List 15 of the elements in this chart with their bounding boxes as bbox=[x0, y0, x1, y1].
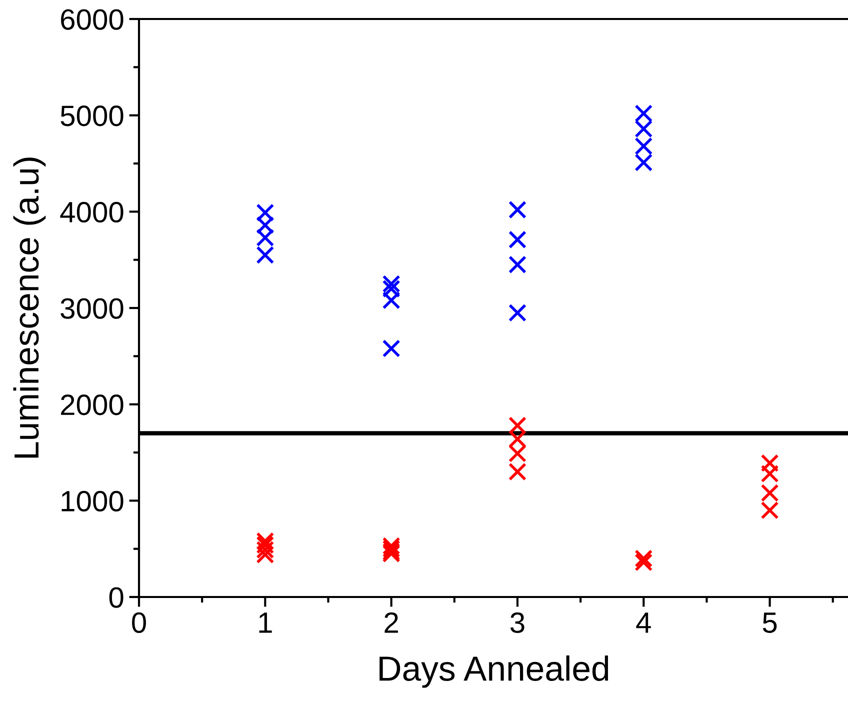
x-tick-label: 3 bbox=[510, 612, 524, 634]
y-tick-label: 6000 bbox=[61, 9, 124, 30]
x-tick-label: 0 bbox=[132, 612, 146, 634]
y-tick-label: 1000 bbox=[62, 490, 124, 512]
y-tick-label: 3000 bbox=[60, 298, 124, 319]
y-tick-label: 0 bbox=[109, 587, 124, 608]
y-tick-label: 2000 bbox=[61, 394, 124, 416]
y-tick-label: 5000 bbox=[60, 106, 124, 126]
y-tick-label: 4000 bbox=[60, 202, 124, 223]
x-axis-title: Days Annealed bbox=[380, 655, 608, 688]
x-tick-label: 1 bbox=[259, 612, 272, 633]
x-tick-label: 5 bbox=[762, 612, 777, 634]
x-tick-label: 4 bbox=[636, 612, 651, 633]
y-axis-title: Luminescence (a.u) bbox=[13, 158, 46, 458]
x-tick-label: 2 bbox=[384, 612, 398, 633]
